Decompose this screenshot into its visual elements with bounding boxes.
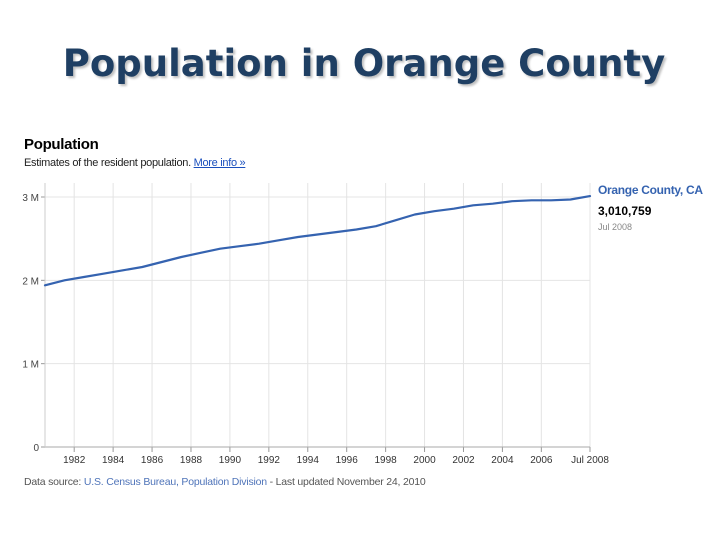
- legend-latest-value: 3,010,759: [598, 204, 652, 218]
- x-tick-label-11: 2004: [491, 455, 514, 466]
- y-tick-label-0: 0: [33, 443, 39, 454]
- chart-subtitle-text: Estimates of the resident population.: [24, 157, 191, 169]
- x-tick-label-9: 2000: [413, 455, 436, 466]
- chart-subtitle: Estimates of the resident population. Mo…: [24, 157, 246, 169]
- y-tick-label-2: 2 M: [22, 276, 39, 287]
- legend-latest-date: Jul 2008: [598, 222, 633, 232]
- x-tick-label-12: 2006: [530, 455, 553, 466]
- more-info-link[interactable]: More info »: [193, 157, 246, 169]
- x-tick-label-3: 1988: [180, 455, 203, 466]
- x-tick-label-10: 2002: [452, 455, 475, 466]
- grid-lines: [45, 183, 591, 447]
- axes: [41, 183, 591, 452]
- series-layer: [43, 195, 592, 287]
- data-source-link[interactable]: U.S. Census Bureau, Population Division: [83, 476, 267, 488]
- y-tick-label-1: 1 M: [22, 360, 39, 371]
- footer-prefix: Data source:: [24, 476, 82, 488]
- x-tick-label-0: 1982: [63, 455, 86, 466]
- legend-series-name[interactable]: Orange County, CA: [598, 183, 703, 197]
- data-source-footer: Data source: U.S. Census Bureau, Populat…: [24, 476, 426, 488]
- x-tick-label-2: 1986: [141, 455, 164, 466]
- y-tick-label-3: 3 M: [22, 193, 39, 204]
- x-tick-label-6: 1994: [297, 455, 320, 466]
- series-line-0: [43, 195, 592, 287]
- tick-labels: 0 1 M 2 M 3 M 1982 1984 1986 1988 1990 1992 1994 19…: [22, 193, 609, 466]
- footer-updated: - Last updated November 24, 2010: [269, 476, 426, 488]
- x-tick-label-8: 1998: [375, 455, 398, 466]
- x-tick-label-1: 1984: [102, 455, 125, 466]
- chart-heading: Population: [24, 136, 99, 153]
- slide-title: Population in Orange County: [62, 42, 666, 85]
- x-tick-label-7: 1996: [336, 455, 359, 466]
- x-tick-label-4: 1990: [219, 455, 242, 466]
- x-tick-label-13: Jul 2008: [571, 455, 609, 466]
- x-tick-label-5: 1992: [258, 455, 281, 466]
